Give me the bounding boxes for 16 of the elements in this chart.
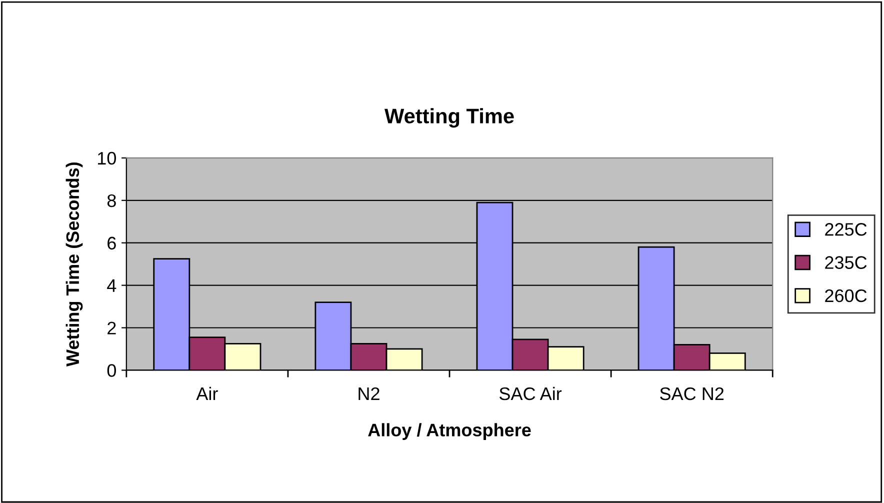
y-tick-label: 6 — [108, 236, 116, 250]
x-tick-label: SAC N2 — [660, 387, 724, 400]
legend-label: 235C — [825, 256, 867, 269]
x-tick-label: SAC Air — [500, 386, 562, 400]
x-tick-label: N2 — [358, 387, 380, 400]
chart-title: Wetting Time — [384, 108, 514, 128]
y-tick-label: 8 — [107, 194, 116, 208]
legend-label: 225C — [825, 223, 867, 236]
y-tick-label: 0 — [107, 364, 116, 377]
x-axis-title: Alloy / Atmosphere — [368, 423, 531, 440]
y-tick-label: 4 — [107, 279, 116, 292]
y-tick-label: 10 — [98, 152, 116, 165]
y-axis-title: Wetting Time (Seconds) — [66, 162, 83, 367]
x-tick-label: Air — [196, 386, 218, 400]
y-tick-label: 2 — [108, 322, 116, 334]
legend-label: 260C — [825, 289, 867, 302]
